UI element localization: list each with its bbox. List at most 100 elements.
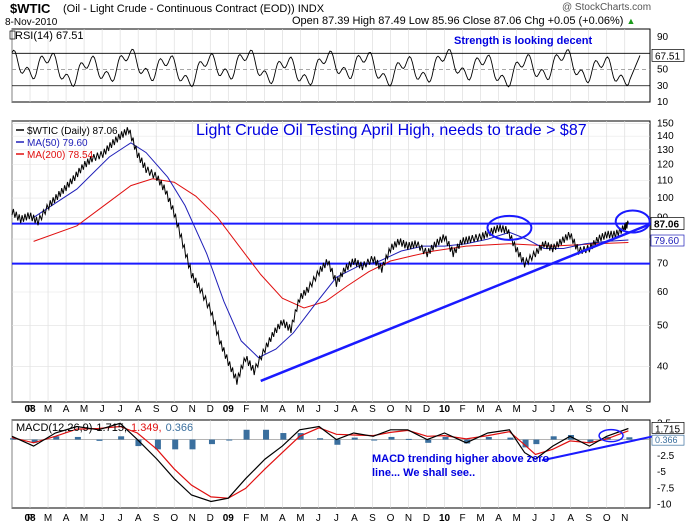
x-tick-label: F: [460, 513, 466, 524]
ma50-last-value-box: [650, 234, 685, 247]
macd-histogram-bar: [587, 439, 594, 443]
watermark: @ StockCharts.com: [562, 2, 652, 13]
macd-histogram-bar: [464, 439, 471, 444]
x-tick-label: A: [135, 404, 142, 415]
x-tick-label: N: [189, 513, 196, 524]
x-tick-label: J: [550, 404, 555, 415]
macd-last-value: 1.715: [655, 424, 680, 435]
x-tick-label: A: [63, 513, 70, 524]
x-tick-label: M: [260, 404, 268, 415]
macd-histogram-bar: [442, 436, 449, 440]
macd-annotation: MACD trending higher above zero: [372, 453, 550, 465]
macd-histogram-bar: [425, 439, 432, 443]
price-y-tick: 40: [657, 362, 669, 373]
price-y-tick: 150: [657, 118, 674, 129]
x-tick-label: J: [100, 513, 105, 524]
macd-histogram-bar: [226, 439, 233, 441]
price-y-tick: 60: [657, 287, 669, 298]
macd-histogram-bar: [371, 439, 378, 441]
x-tick-label: N: [405, 513, 412, 524]
x-tick-label: D: [423, 404, 430, 415]
macd-histogram-bar: [334, 439, 341, 445]
macd-line: [11, 422, 629, 503]
macd-histogram-bar: [263, 429, 270, 440]
x-tick-label: J: [334, 513, 339, 524]
chart-date: 8-Nov-2010: [5, 17, 58, 28]
chart-description: (Oil - Light Crude - Continuous Contract…: [63, 3, 325, 15]
x-tick-label: M: [44, 404, 52, 415]
macd-legend-part: MACD(12,26,9): [16, 422, 92, 434]
macd-histogram-bar: [533, 439, 540, 445]
price-y-tick: 70: [657, 259, 669, 270]
x-tick-label: J: [316, 513, 321, 524]
price-legend-item: MA(50) 79.60: [27, 138, 88, 149]
x-tick-label: J: [100, 404, 105, 415]
macd-histogram-bar: [485, 436, 492, 440]
x-tick-label: J: [334, 404, 339, 415]
x-tick-label: N: [405, 404, 412, 415]
x-tick-label: N: [621, 404, 628, 415]
x-tick-label: 09: [223, 404, 235, 415]
x-tick-label: F: [27, 404, 33, 415]
price-annotation: Light Crude Oil Testing April High, need…: [196, 122, 587, 139]
x-tick-label: M: [80, 513, 88, 524]
rsi-y-tick: 30: [657, 81, 669, 92]
x-tick-label: S: [153, 513, 160, 524]
chart-symbol: $WTIC: [10, 1, 51, 16]
x-tick-label: F: [243, 404, 249, 415]
x-tick-label: M: [512, 513, 520, 524]
rsi-legend: RSI(14) 67.51: [15, 30, 83, 42]
x-tick-label: A: [351, 404, 358, 415]
x-tick-label: M: [80, 404, 88, 415]
macd-uptrend-line: [541, 434, 657, 462]
x-tick-label: F: [27, 513, 33, 524]
x-tick-label: S: [369, 513, 376, 524]
macd-histogram-bar: [154, 439, 161, 450]
macd-histogram-bar: [118, 436, 125, 440]
ma50-last-value: 79.60: [654, 236, 679, 247]
x-tick-label: J: [316, 404, 321, 415]
x-tick-label: O: [387, 404, 395, 415]
x-tick-label: 09: [223, 513, 235, 524]
x-tick-label: A: [279, 404, 286, 415]
x-tick-label: J: [532, 513, 537, 524]
x-tick-label: M: [296, 513, 304, 524]
macd-annotation: line... We shall see..: [372, 467, 475, 479]
macd-y-tick: -2.5: [657, 451, 675, 462]
april-high-circle: [486, 214, 533, 241]
macd-histogram-bar: [351, 437, 358, 440]
price-y-tick: 110: [657, 175, 673, 186]
price-legend-item: MA(200) 78.54: [27, 150, 94, 161]
macd-y-tick: -10: [657, 500, 672, 511]
x-tick-label: O: [387, 513, 395, 524]
macd-histogram-bar: [243, 429, 250, 440]
x-tick-label: 10: [439, 404, 451, 415]
x-tick-label: M: [476, 513, 484, 524]
x-tick-label: J: [118, 404, 123, 415]
up-arrow-icon: ▲: [626, 16, 636, 26]
rsi-y-tick: 90: [657, 32, 669, 43]
price-y-tick: 100: [657, 193, 674, 204]
macd-histogram-bar: [208, 439, 215, 445]
x-tick-label: M: [296, 404, 304, 415]
x-tick-label: M: [260, 513, 268, 524]
price-y-tick: 130: [657, 145, 674, 156]
macd-histogram-bar: [388, 436, 395, 440]
x-tick-label: N: [189, 404, 196, 415]
macd-histogram-bar: [31, 439, 38, 443]
x-tick-label: O: [603, 404, 611, 415]
macd-histogram-bar: [405, 438, 412, 440]
ma200-line: [33, 178, 629, 309]
x-tick-label: S: [585, 513, 592, 524]
macd-histogram-bar: [74, 436, 81, 440]
x-tick-label: 10: [439, 513, 451, 524]
x-tick-label: O: [170, 404, 178, 415]
price-line: [11, 127, 629, 385]
rsi-annotation: Strength is looking decent: [454, 35, 592, 47]
x-tick-label: S: [153, 404, 160, 415]
rsi-y-tick: 10: [657, 97, 669, 108]
x-tick-label: A: [279, 513, 286, 524]
hist-last-value-box: [651, 434, 685, 446]
macd-histogram-bar: [172, 439, 179, 450]
macd-histogram-bar: [522, 439, 529, 448]
